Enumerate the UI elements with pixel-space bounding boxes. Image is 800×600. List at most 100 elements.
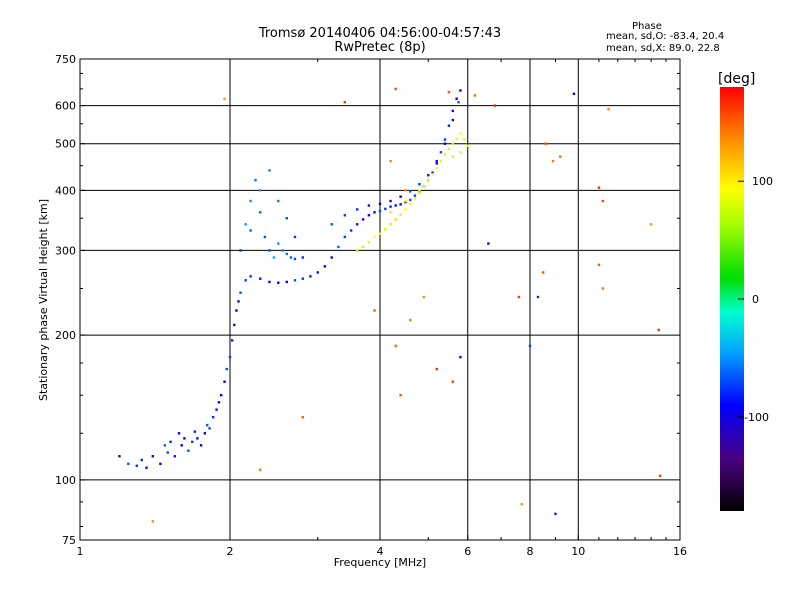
y-tick-label-75: 75	[62, 534, 76, 547]
data-point-noise-16	[373, 309, 376, 312]
phase-stats-o: mean, sd,O: -83.4, 20.4	[606, 31, 725, 42]
data-point-O-73	[343, 214, 347, 217]
data-point-F1-trace-18	[285, 217, 288, 220]
data-point-O-20	[205, 423, 209, 427]
data-point-F1-trace-19	[293, 235, 297, 239]
data-point-O-44	[323, 265, 327, 268]
data-point-O-49	[355, 223, 359, 226]
data-point-O-21	[208, 427, 211, 430]
y-tick-label-100: 100	[55, 474, 76, 487]
data-point-O-33	[239, 291, 242, 294]
data-point-O-23	[215, 408, 218, 411]
data-point-X-8	[399, 213, 402, 216]
data-point-O-74	[355, 208, 359, 211]
y-tick-label-400: 400	[55, 184, 76, 197]
data-point-noise-2	[394, 87, 397, 91]
data-point-F1-trace-7	[272, 256, 276, 259]
data-point-O-38	[277, 281, 280, 284]
data-point-noise-28	[601, 199, 605, 203]
data-point-noise-17	[394, 344, 397, 348]
data-point-O-87	[536, 295, 540, 299]
colorbar-tick-label-100: 100	[752, 175, 773, 188]
data-point-X-25	[459, 151, 462, 154]
data-point-O-1	[127, 462, 130, 466]
data-point-O-70	[455, 97, 458, 100]
colorbar-ticks: 100 0 -100	[738, 175, 773, 424]
x-axis-label: Frequency [MHz]	[334, 556, 426, 569]
data-point-O-79	[409, 190, 412, 193]
phase-stats-heading: Phase	[632, 21, 662, 32]
data-point-X-20	[451, 142, 455, 145]
data-point-O-11	[177, 432, 181, 435]
data-point-O-39	[285, 280, 288, 284]
data-point-O-66	[439, 151, 443, 154]
data-point-O-24	[217, 401, 221, 404]
x-axis-ticks: 1 2 4 6 8 10 16	[77, 59, 687, 558]
data-point-O-56	[394, 204, 397, 207]
data-point-O-57	[399, 203, 402, 206]
data-point-O-47	[343, 235, 347, 239]
data-point-O-85	[457, 100, 460, 104]
x-tick-label-1: 1	[77, 545, 84, 558]
data-point-O-28	[228, 355, 232, 359]
x-tick-label-2: 2	[227, 545, 234, 558]
data-point-O-81	[427, 174, 430, 177]
colorbar-tick-label--100: -100	[744, 411, 769, 424]
data-point-O-2	[135, 464, 138, 467]
data-point-noise-3	[447, 90, 451, 94]
data-point-F1-trace-5	[263, 235, 267, 239]
data-point-O-32	[237, 300, 240, 303]
data-point-O-4	[145, 466, 148, 469]
data-point-F1-trace-11	[289, 256, 293, 259]
data-point-X-24	[466, 144, 469, 147]
data-point-X-7	[394, 218, 397, 221]
data-points	[118, 87, 662, 523]
chart-title-text: Tromsø 20140406 04:56:00-04:57:43	[258, 26, 502, 41]
data-point-X-1	[361, 245, 365, 249]
data-point-noise-27	[597, 186, 601, 189]
data-point-F1-trace-1	[244, 223, 247, 226]
data-point-X-28	[404, 199, 407, 203]
data-point-F1-trace-3	[254, 178, 257, 182]
data-point-noise-1	[343, 100, 347, 104]
data-point-X-16	[435, 166, 438, 170]
data-point-noise-9	[541, 271, 545, 274]
data-point-O-59	[409, 198, 412, 202]
data-point-O-31	[235, 309, 238, 312]
data-point-O-54	[384, 207, 387, 211]
data-point-F1-trace-4	[259, 211, 262, 214]
chart-subtitle-text: RwPretec (8p)	[334, 40, 426, 55]
data-point-O-69	[451, 109, 455, 113]
y-axis-label: Stationary phase Virtual Height [km]	[37, 199, 50, 401]
data-point-O-37	[268, 280, 271, 284]
x-tick-label-10: 10	[571, 545, 585, 558]
data-point-O-34	[244, 279, 247, 282]
data-point-O-6	[159, 462, 162, 466]
data-point-O-55	[389, 205, 392, 208]
y-tick-label-500: 500	[55, 138, 76, 151]
data-point-O-19	[203, 432, 206, 435]
data-point-O-48	[349, 229, 353, 232]
data-point-X-17	[439, 159, 443, 163]
data-point-O-12	[180, 444, 183, 447]
data-point-X-4	[378, 232, 382, 235]
data-point-noise-14	[657, 328, 660, 332]
data-point-noise-0	[223, 97, 226, 100]
data-point-X-9	[404, 208, 407, 211]
data-point-O-77	[389, 199, 392, 203]
phase-stats: mean, sd,O: -83.4, 20.4 mean, sd,X: 89.0…	[606, 22, 724, 54]
data-point-O-5	[151, 455, 155, 458]
data-point-O-17	[196, 437, 199, 440]
data-point-noise-19	[422, 295, 426, 299]
data-point-X-22	[459, 132, 462, 135]
data-point-O-84	[451, 118, 455, 122]
data-point-O-36	[259, 277, 262, 280]
data-point-O-30	[233, 323, 236, 327]
data-point-O-26	[223, 380, 226, 383]
x-tick-label-8: 8	[527, 545, 534, 558]
data-point-X-14	[427, 178, 430, 182]
data-point-noise-8	[517, 295, 521, 299]
data-point-O-67	[443, 138, 447, 141]
data-point-O-46	[337, 245, 340, 249]
